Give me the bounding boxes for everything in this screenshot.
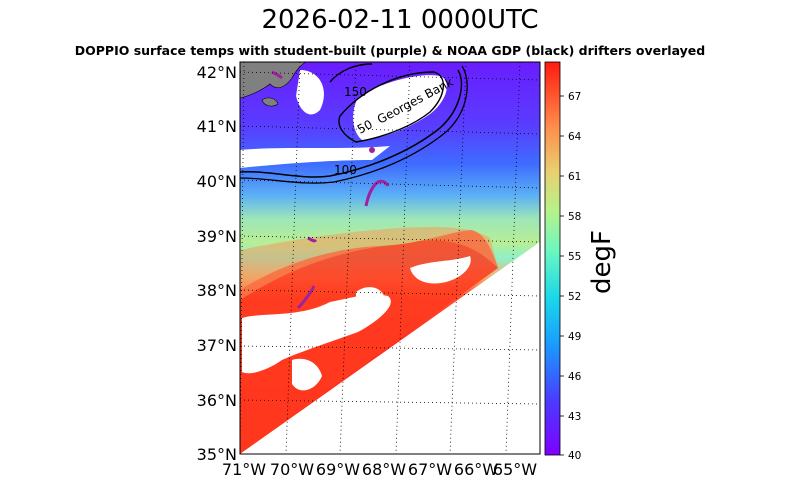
outside-domain xyxy=(240,242,540,454)
student-drifter-track-4 xyxy=(271,70,284,80)
plot-subtitle: DOPPIO surface temps with student-built … xyxy=(74,43,706,58)
colorbar-tick-58: 58 xyxy=(568,211,581,223)
colorbar-ticks xyxy=(560,95,564,456)
contour-50 xyxy=(338,71,444,143)
colorbar xyxy=(544,61,561,456)
colorbar-tick-55: 55 xyxy=(568,251,581,263)
shelf-gap xyxy=(240,146,390,168)
lat-label-35: 35°N xyxy=(197,445,237,464)
colorbar-tick-49: 49 xyxy=(568,331,581,343)
lon-label-67: 67°W xyxy=(408,460,452,479)
map-frame xyxy=(239,61,541,455)
graticule xyxy=(240,62,540,454)
contour-label-50: 50 xyxy=(355,117,375,137)
student-drifter-point xyxy=(369,147,375,153)
colorbar-tick-43: 43 xyxy=(568,411,581,423)
lat-label-38: 38°N xyxy=(197,281,237,300)
contour-100 xyxy=(240,69,463,178)
missing-data-1 xyxy=(242,294,391,374)
island-land xyxy=(261,97,279,107)
colorbar-tick-64: 64 xyxy=(568,131,582,143)
lat-label-37: 37°N xyxy=(197,336,237,355)
plot-title: 2026-02-11 0000UTC xyxy=(261,5,539,35)
cape-cod-land xyxy=(240,62,307,99)
colorbar-unit-label: degF xyxy=(587,230,617,294)
student-drifter-track-3 xyxy=(296,285,316,310)
student-drifter-track-1 xyxy=(364,179,390,207)
colorbar-tick-40: 40 xyxy=(568,450,581,462)
lon-label-68: 68°W xyxy=(362,460,406,479)
lon-label-70: 70°W xyxy=(270,460,314,479)
lon-label-66: 66°W xyxy=(454,460,498,479)
missing-data-4 xyxy=(356,287,384,303)
lat-label-42: 42°N xyxy=(197,63,237,82)
contour-label-150: 150 xyxy=(344,85,367,99)
colorbar-tick-52: 52 xyxy=(568,291,581,303)
missing-data-2 xyxy=(292,358,322,391)
colorbar-tick-67: 67 xyxy=(568,91,581,103)
lat-label-36: 36°N xyxy=(197,391,237,410)
lon-label-65: 65°W xyxy=(493,460,537,479)
lat-label-41: 41°N xyxy=(197,117,237,136)
contour-label-100: 100 xyxy=(334,163,357,177)
lon-label-71: 71°W xyxy=(222,460,266,479)
student-drifter-track-2 xyxy=(307,236,318,243)
map-area xyxy=(240,62,540,454)
gulf-stream-band xyxy=(240,230,498,454)
missing-data-3 xyxy=(410,256,471,284)
warm-transition-band xyxy=(240,227,498,300)
lat-label-39: 39°N xyxy=(197,227,237,246)
colorbar-tick-61: 61 xyxy=(568,171,581,183)
georges-bank-patch xyxy=(353,75,447,140)
colorbar-tick-46: 46 xyxy=(568,371,582,383)
shelf-patch xyxy=(296,70,324,115)
contour-shelf xyxy=(329,63,373,83)
lat-label-40: 40°N xyxy=(197,172,237,191)
lon-label-69: 69°W xyxy=(316,460,360,479)
